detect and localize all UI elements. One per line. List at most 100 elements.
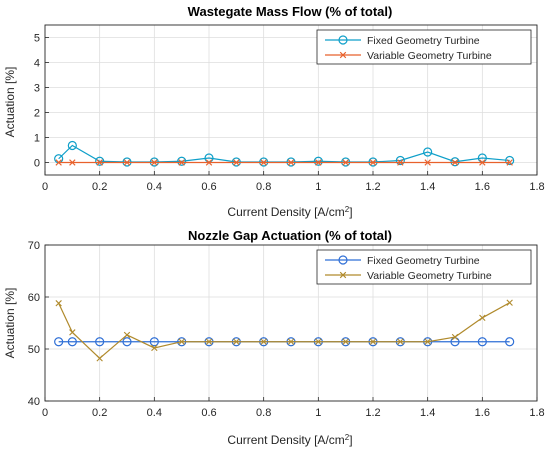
data-point [96, 355, 103, 362]
x-tick-label: 1.2 [365, 181, 380, 193]
x-tick-label: 1.6 [475, 181, 490, 193]
nozzle-gap-chart: Nozzle Gap Actuation (% of total) Curren… [3, 228, 545, 447]
data-point [122, 337, 132, 347]
data-point [149, 337, 159, 347]
legend: Fixed Geometry Turbine Variable Geometry … [316, 249, 532, 285]
x-tick-label: 0 [42, 407, 48, 419]
legend-label: Variable Geometry Turbine [367, 50, 492, 62]
data-point [233, 338, 240, 345]
chart-title: Wastegate Mass Flow (% of total) [188, 4, 393, 19]
y-tick-label: 0 [34, 158, 40, 170]
data-point [96, 159, 103, 166]
data-point [69, 329, 76, 336]
y-tick-label: 2 [34, 108, 40, 120]
x-tick-label: 1.6 [475, 407, 490, 419]
wastegate-chart: Wastegate Mass Flow (% of total) Current… [3, 4, 545, 219]
data-point [67, 140, 77, 151]
x-tick-label: 0.6 [201, 407, 216, 419]
x-axis-label: Current Density [A/cm2] [227, 205, 352, 220]
data-point [479, 159, 486, 166]
data-point [424, 338, 431, 345]
data-point [123, 331, 131, 339]
chart-title: Nozzle Gap Actuation (% of total) [188, 228, 392, 243]
data-point [233, 159, 240, 166]
data-point [313, 156, 323, 166]
data-point [342, 159, 349, 166]
x-tick-label: 1.8 [529, 181, 544, 193]
data-point [397, 338, 404, 345]
legend-label: Fixed Geometry Turbine [367, 35, 480, 47]
data-point [287, 338, 295, 345]
y-tick-label: 50 [28, 344, 40, 356]
data-point [395, 155, 405, 166]
axes-frame [44, 24, 538, 176]
x-axis-label: Current Density [A/cm2] [227, 433, 352, 448]
data-point [505, 337, 515, 347]
x-tick-label: 0 [42, 181, 48, 193]
data-point [177, 156, 187, 166]
x-tick-label: 0.4 [147, 181, 162, 193]
data-point [369, 159, 377, 166]
x-tick-label: 1.2 [365, 407, 380, 419]
legend-label: Variable Geometry Turbine [367, 270, 492, 282]
x-tick-label: 0.8 [256, 181, 271, 193]
data-point [123, 159, 131, 166]
x-tick-label: 0.6 [201, 181, 216, 193]
data-point [151, 159, 158, 166]
data-point [54, 337, 64, 347]
data-point [95, 156, 105, 166]
data-point [450, 157, 460, 167]
x-tick-label: 0.2 [92, 407, 107, 419]
data-point [506, 299, 513, 306]
x-tick-label: 1 [315, 181, 321, 193]
y-tick-label: 70 [28, 240, 40, 252]
x-tick-label: 1.4 [420, 407, 435, 419]
data-point [67, 337, 77, 347]
data-point [315, 338, 322, 345]
data-point [451, 333, 459, 341]
x-tick-label: 1 [315, 407, 321, 419]
data-point [260, 338, 267, 345]
legend-marker [338, 35, 348, 45]
x-tick-label: 0.2 [92, 181, 107, 193]
x-tick-label: 0.8 [256, 407, 271, 419]
data-point [369, 338, 377, 345]
data-point [451, 159, 459, 166]
legend-box [316, 29, 532, 65]
legend: Fixed Geometry Turbine Variable Geometry … [316, 29, 532, 65]
y-tick-label: 60 [28, 292, 40, 304]
x-tick-label: 1.4 [420, 181, 435, 193]
data-point [342, 338, 349, 345]
data-point [506, 159, 513, 166]
data-point [479, 314, 486, 321]
legend-label: Fixed Geometry Turbine [367, 255, 480, 267]
data-point [178, 338, 185, 345]
data-point [315, 159, 322, 166]
data-point [55, 159, 62, 166]
y-axis-label: Actuation [%] [3, 67, 17, 138]
data-point [397, 159, 404, 166]
data-point [424, 159, 431, 166]
data-point [55, 300, 62, 307]
y-tick-label: 40 [28, 396, 40, 408]
legend-marker [339, 271, 347, 279]
data-point [505, 155, 515, 166]
data-point [205, 159, 213, 166]
y-tick-label: 5 [34, 33, 40, 45]
data-point [287, 159, 295, 166]
y-tick-label: 4 [34, 58, 40, 70]
series-line [58, 302, 510, 360]
y-axis-label: Actuation [%] [3, 288, 17, 359]
data-point [423, 147, 433, 157]
data-point [260, 159, 267, 166]
legend-marker [339, 51, 347, 59]
y-tick-label: 1 [34, 133, 40, 145]
x-tick-label: 0.4 [147, 407, 162, 419]
data-point [95, 337, 105, 347]
data-point [69, 159, 76, 166]
x-tick-label: 1.8 [529, 407, 544, 419]
y-tick-label: 3 [34, 83, 40, 95]
axes-frame [44, 244, 538, 402]
data-point [477, 337, 487, 347]
